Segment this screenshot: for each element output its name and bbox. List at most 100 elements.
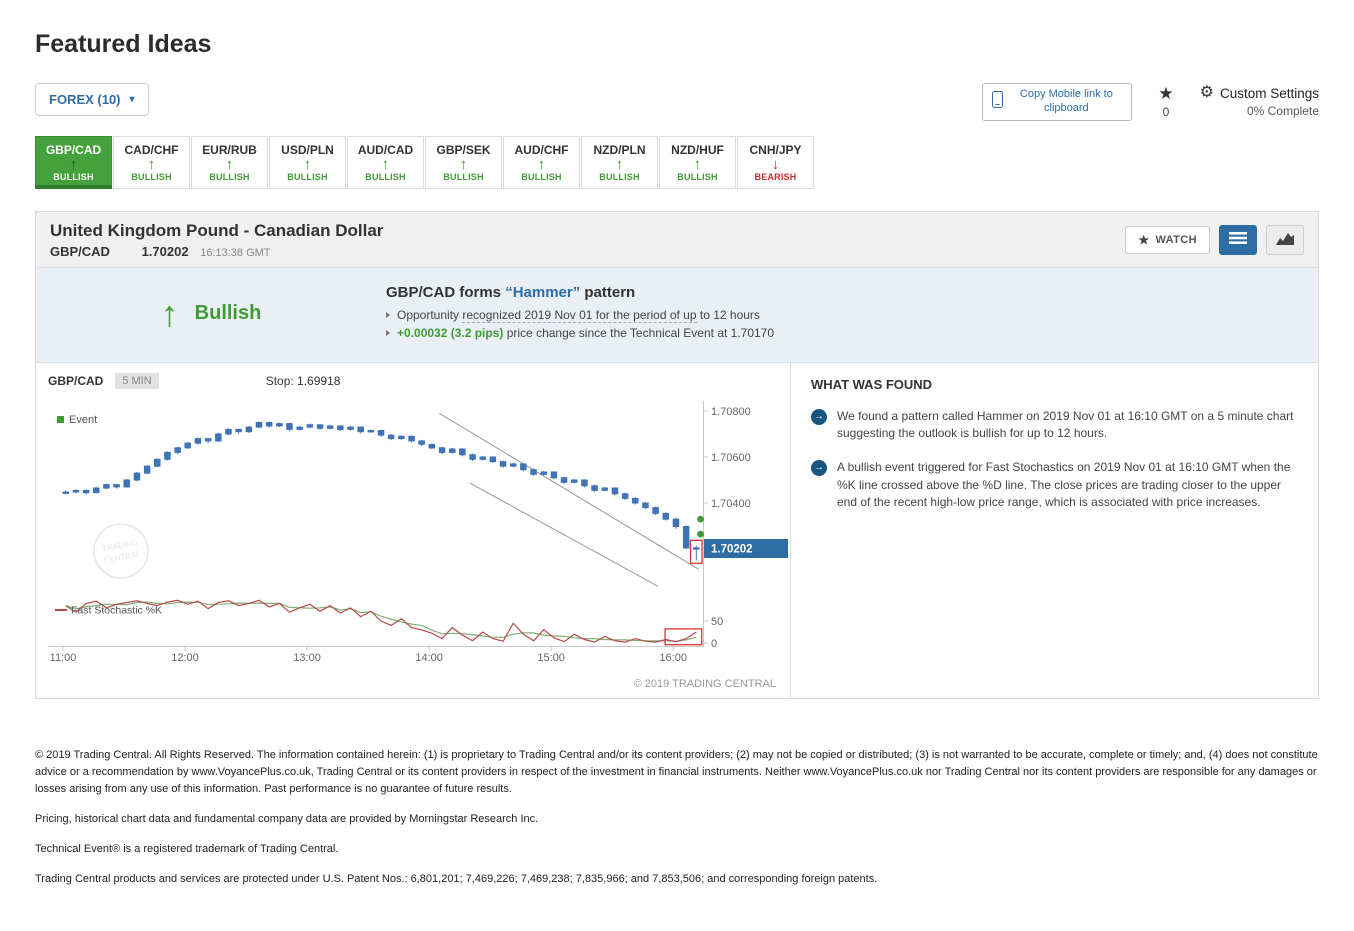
chart-axes (48, 400, 708, 651)
asset-class-dropdown[interactable]: FOREX (10) ▾ (35, 83, 149, 116)
copy-mobile-link-label: Copy Mobile link to clipboard (1019, 88, 1113, 114)
chevron-down-icon: ▾ (129, 94, 135, 105)
pair-symbol: CAD/CHF (124, 142, 179, 157)
arrow-up-icon: ↑ (303, 155, 312, 173)
chart-view-button[interactable] (1266, 224, 1304, 255)
arrow-right-circle-icon: → (811, 460, 827, 477)
signal-direction: Bullish (194, 302, 262, 324)
toolbar: FOREX (10) ▾ Copy Mobile link to clipboa… (35, 83, 1319, 121)
what-was-found-list: → We found a pattern called Hammer on 201… (811, 408, 1298, 512)
disclaimer-paragraph: Technical Event® is a registered tradema… (35, 842, 339, 855)
pattern-highlight-box (689, 539, 703, 564)
pattern-name-link[interactable]: “Hammer” (505, 283, 581, 301)
list-view-button[interactable] (1219, 224, 1257, 255)
pair-direction: BULLISH (521, 171, 562, 182)
pair-direction: BULLISH (365, 171, 406, 182)
headline-prefix: GBP/CAD forms (386, 283, 506, 301)
svg-text:1.70202: 1.70202 (711, 543, 753, 555)
svg-text:14:00: 14:00 (415, 652, 443, 664)
stochastic-d-line (65, 600, 697, 642)
current-price-tag: 1.70202 (704, 538, 788, 558)
pattern-headline: GBP/CAD forms “Hammer” pattern (386, 284, 1298, 301)
instrument-info: United Kingdom Pound - Canadian Dollar G… (50, 221, 383, 259)
chart-header: GBP/CAD 5 MIN Stop: 1.69918 (48, 371, 790, 391)
pair-direction: BULLISH (209, 171, 250, 182)
pair-direction: BULLISH (599, 171, 640, 182)
pair-direction: BULLISH (287, 171, 328, 182)
disclaimer-paragraph: © 2019 Trading Central. All Rights Reser… (35, 748, 1318, 795)
pair-tab-usd-pln[interactable]: USD/PLN ↑ BULLISH (269, 135, 346, 189)
arrow-up-icon: ↑ (69, 155, 78, 173)
pair-symbol: GBP/SEK (436, 142, 491, 157)
svg-text:0: 0 (711, 638, 717, 650)
signal-summary: ↑ Bullish GBP/CAD forms “Hammer” pattern… (36, 267, 1318, 363)
svg-text:13:00: 13:00 (293, 652, 321, 664)
pair-symbol: AUD/CAD (357, 142, 414, 157)
arrow-right-circle-icon: → (811, 408, 827, 425)
pair-direction: BULLISH (131, 171, 172, 182)
bullet-triangle-icon (386, 311, 390, 318)
pair-tab-gbp-cad[interactable]: GBP/CAD ↑ BULLISH (35, 135, 112, 189)
chart-interval-badge: 5 MIN (115, 372, 159, 389)
disclaimer-paragraph: Trading Central products and services ar… (35, 872, 878, 885)
chart-view-icon (1276, 232, 1294, 248)
headline-suffix: pattern (580, 283, 636, 301)
instrument-header: United Kingdom Pound - Canadian Dollar G… (36, 211, 1318, 268)
event-target-dot (697, 530, 704, 537)
pair-direction: BULLISH (53, 171, 94, 182)
trend-channel (439, 412, 699, 587)
signal-direction-block: ↑ Bullish (36, 284, 386, 344)
found-item: → We found a pattern called Hammer on 201… (811, 408, 1298, 443)
found-item: → A bullish event triggered for Fast Stoc… (811, 459, 1298, 511)
found-item-text: A bullish event triggered for Fast Stoch… (837, 460, 1291, 510)
stochastic-k-line (65, 599, 697, 643)
chart-copyright: © 2019 TRADING CENTRAL (633, 677, 776, 690)
pair-symbol: AUD/CHF (514, 142, 569, 157)
svg-text:11:00: 11:00 (50, 652, 77, 664)
pair-tab-nzd-pln[interactable]: NZD/PLN ↑ BULLISH (581, 135, 658, 189)
instrument-quote-time: 16:13:38 GMT (200, 246, 271, 259)
chart-symbol: GBP/CAD (48, 373, 104, 388)
pair-tabs: GBP/CAD ↑ BULLISH CAD/CHF ↑ BULLISH EUR/RUB ↑ BU… (35, 135, 1319, 189)
opportunity-text-post: to 12 hours (696, 307, 760, 322)
bullish-arrow-icon: ↑ (160, 292, 179, 334)
disclaimer-footer: © 2019 Trading Central. All Rights Reser… (35, 747, 1319, 931)
favorites-control[interactable]: ★ 0 (1158, 83, 1173, 119)
pair-tab-aud-cad[interactable]: AUD/CAD ↑ BULLISH (347, 135, 424, 189)
pair-symbol: NZD/HUF (671, 142, 724, 157)
price-change-bullet: +0.00032 (3.2 pips) price change since t… (386, 326, 1298, 340)
favorites-count: 0 (1162, 105, 1170, 119)
svg-text:Event: Event (69, 414, 97, 426)
gear-icon: ⚙ (1199, 84, 1214, 101)
pair-direction: BEARISH (754, 171, 797, 182)
pair-tab-eur-rub[interactable]: EUR/RUB ↑ BULLISH (191, 135, 268, 189)
asset-class-label: FOREX (10) (49, 92, 121, 107)
svg-text:Fast Stochastic %K: Fast Stochastic %K (71, 604, 162, 616)
pair-symbol: NZD/PLN (593, 142, 646, 157)
page-title: Featured Ideas (35, 30, 212, 58)
copy-mobile-link-button[interactable]: Copy Mobile link to clipboard (982, 83, 1133, 121)
arrow-up-icon: ↑ (147, 155, 156, 173)
svg-text:12:00: 12:00 (171, 652, 199, 664)
candles (62, 420, 700, 560)
pair-tab-cad-chf[interactable]: CAD/CHF ↑ BULLISH (113, 135, 190, 189)
pair-tab-nzd-huf[interactable]: NZD/HUF ↑ BULLISH (659, 135, 736, 189)
pair-tab-aud-chf[interactable]: AUD/CHF ↑ BULLISH (503, 135, 580, 189)
found-item-text: We found a pattern called Hammer on 2019… (837, 408, 1294, 440)
opportunity-bullet: Opportunity recognized 2019 Nov 01 for t… (386, 307, 1298, 323)
pair-tab-gbp-sek[interactable]: GBP/SEK ↑ BULLISH (425, 135, 502, 189)
custom-settings-button[interactable]: ⚙ Custom Settings 0% Complete (1199, 83, 1319, 119)
mobile-phone-icon (992, 90, 1004, 113)
svg-text:15:00: 15:00 (537, 652, 565, 664)
opportunity-text-pre: Opportunity (397, 307, 463, 322)
idea-panel: United Kingdom Pound - Canadian Dollar G… (35, 210, 1319, 699)
arrow-up-icon: ↑ (537, 155, 546, 173)
watch-button[interactable]: ★ WATCH (1125, 225, 1210, 254)
arrow-up-icon: ↑ (615, 155, 624, 173)
pair-tab-cnh-jpy[interactable]: CNH/JPY ↓ BEARISH (737, 135, 814, 189)
stop-level-label: Stop: 1.69918 (265, 373, 341, 388)
arrow-up-icon: ↑ (381, 155, 390, 173)
what-was-found-title: WHAT WAS FOUND (811, 376, 933, 392)
